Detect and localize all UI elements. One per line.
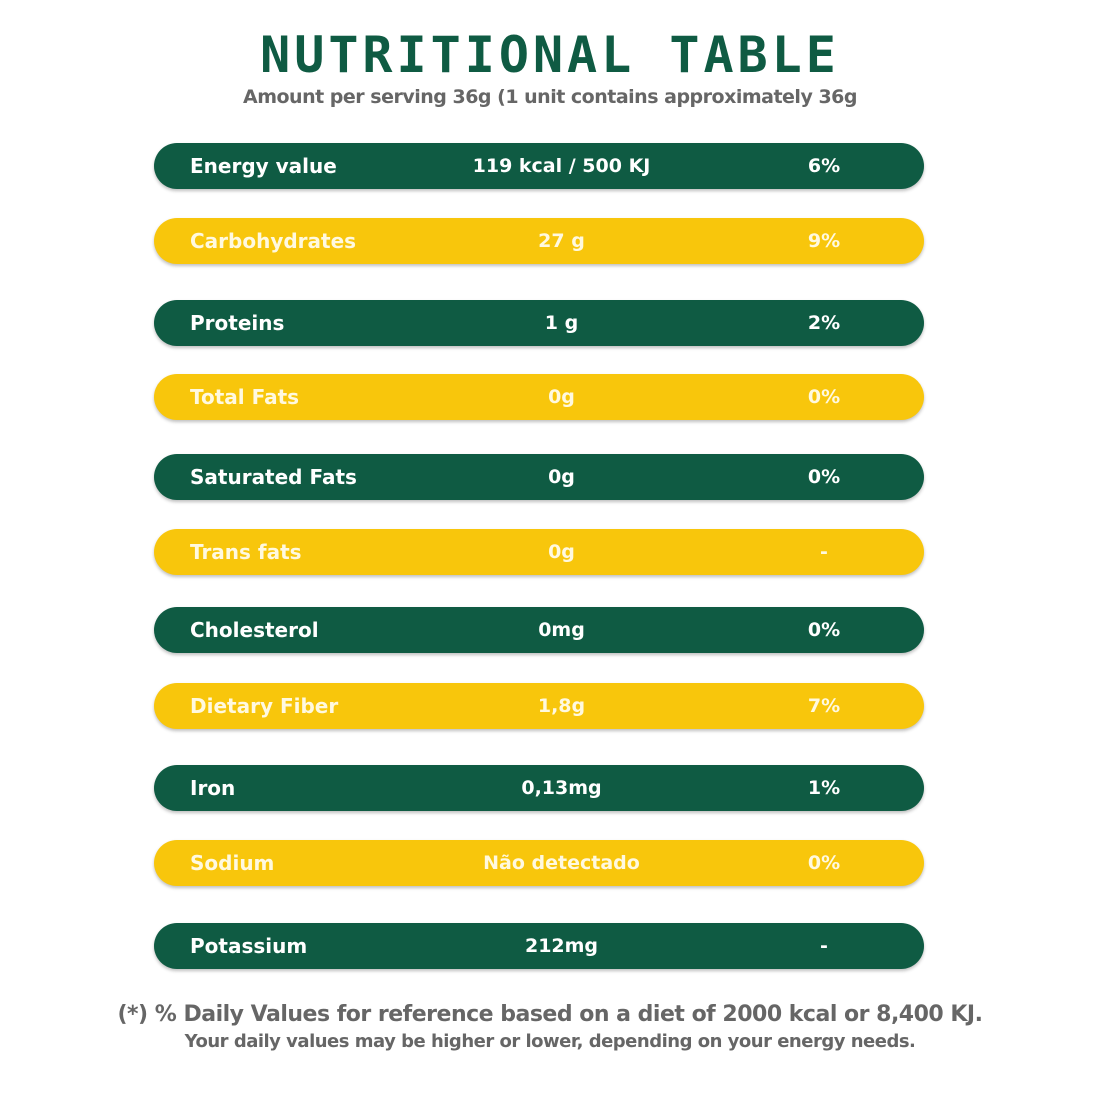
daily-value: 1% [807, 777, 841, 799]
table-row: Proteins 1 g 2% [154, 300, 924, 346]
table-row: Trans fats 0g - [154, 529, 924, 575]
daily-value: 9% [807, 230, 841, 252]
nutrient-name: Energy value [190, 154, 337, 178]
daily-value: 7% [807, 695, 841, 717]
nutrient-name: Dietary Fiber [190, 694, 339, 718]
page-title: NUTRITIONAL TABLE [260, 26, 840, 84]
nutrient-amount: 0g [548, 386, 575, 408]
table-row: Energy value 119 kcal / 500 KJ 6% [154, 143, 924, 189]
nutrient-name: Trans fats [190, 540, 302, 564]
nutrient-name: Cholesterol [190, 618, 319, 642]
daily-value: 0% [807, 386, 841, 408]
table-row: Potassium 212mg - [154, 923, 924, 969]
nutrient-amount: 0mg [538, 619, 585, 641]
table-row: Saturated Fats 0g 0% [154, 454, 924, 500]
daily-value: 0% [807, 466, 841, 488]
nutrient-amount: 1,8g [537, 695, 586, 717]
nutrient-name: Saturated Fats [190, 465, 357, 489]
table-row: Sodium Não detectado 0% [154, 840, 924, 886]
nutrient-name: Proteins [190, 311, 285, 335]
footnote-line-2: Your daily values may be higher or lower… [184, 1031, 916, 1052]
nutrient-name: Total Fats [190, 385, 300, 409]
table-row: Carbohydrates 27 g 9% [154, 218, 924, 264]
daily-value: 0% [807, 619, 841, 641]
nutrient-name: Carbohydrates [190, 229, 357, 253]
serving-subtitle: Amount per serving 36g (1 unit contains … [243, 86, 857, 108]
nutrient-amount: 0g [548, 466, 575, 488]
footnote-line-1: (*) % Daily Values for reference based o… [117, 1002, 983, 1027]
nutrient-amount: 0g [548, 541, 575, 563]
nutrient-amount: 27 g [538, 230, 585, 252]
table-row: Total Fats 0g 0% [154, 374, 924, 420]
daily-value: - [820, 541, 828, 563]
daily-value: - [820, 935, 828, 957]
nutrient-amount: Não detectado [483, 852, 640, 874]
daily-value: 6% [807, 155, 841, 177]
nutrient-amount: 1 g [544, 312, 579, 334]
nutrient-amount: 119 kcal / 500 KJ [472, 155, 651, 177]
daily-value: 0% [807, 852, 841, 874]
nutrient-amount: 0,13mg [521, 777, 602, 799]
table-row: Cholesterol 0mg 0% [154, 607, 924, 653]
daily-value: 2% [807, 312, 841, 334]
table-row: Dietary Fiber 1,8g 7% [154, 683, 924, 729]
nutrient-name: Potassium [190, 934, 308, 958]
nutrient-name: Sodium [190, 851, 275, 875]
table-row: Iron 0,13mg 1% [154, 765, 924, 811]
nutrient-amount: 212mg [524, 935, 599, 957]
nutrient-name: Iron [190, 776, 236, 800]
